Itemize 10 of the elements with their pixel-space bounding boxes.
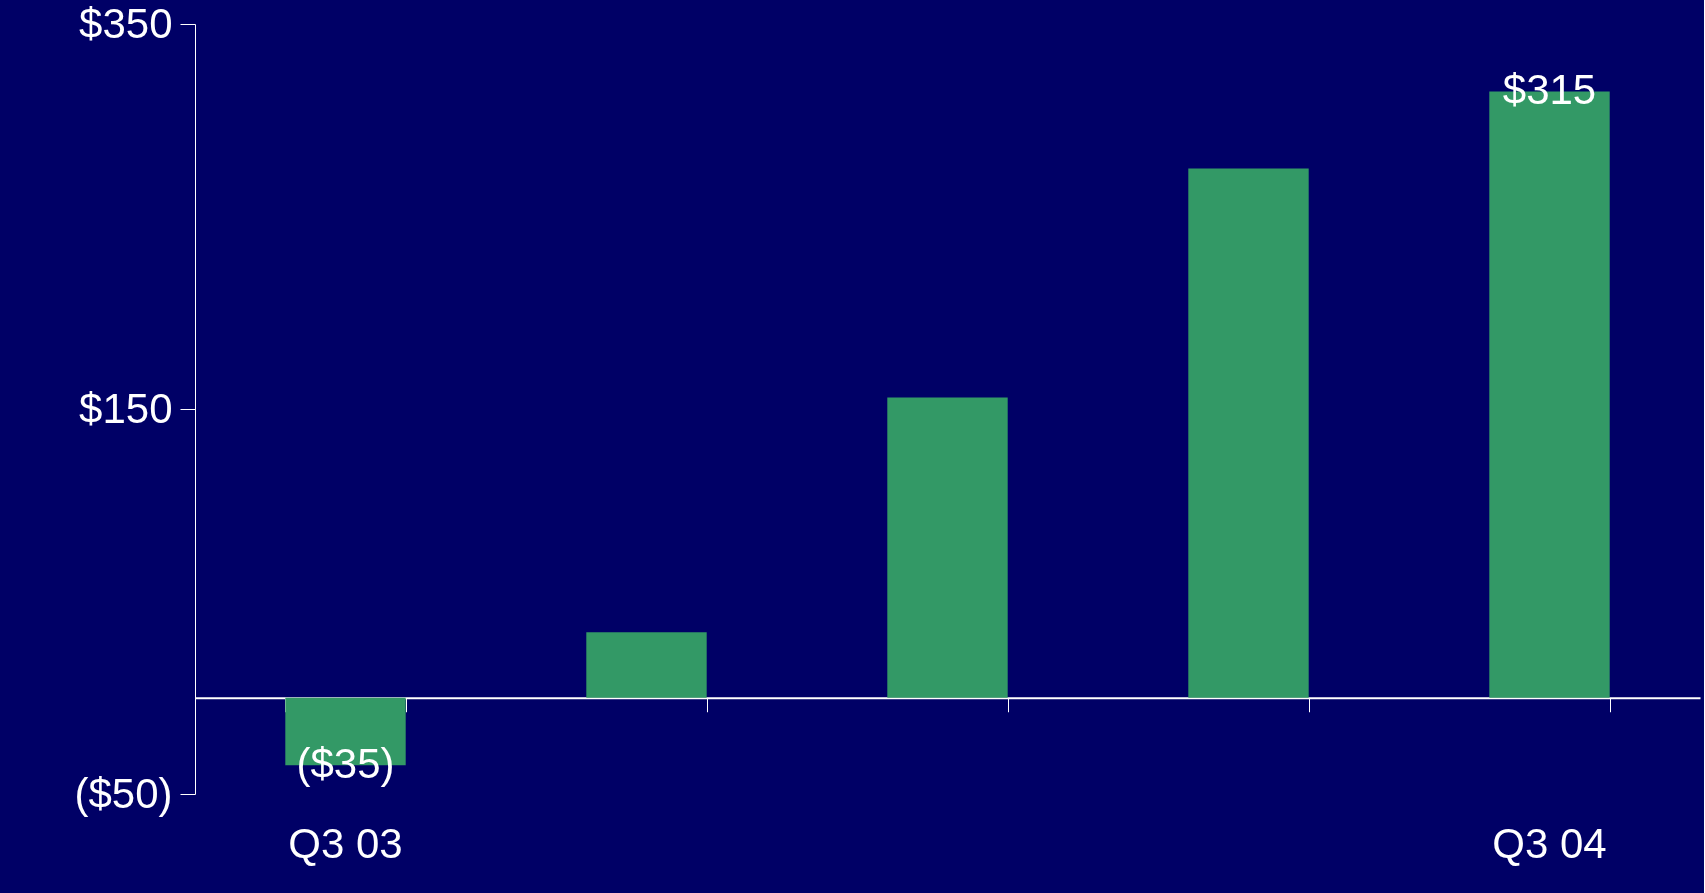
x-tick-label: Q3 04 [1492, 819, 1607, 867]
data-label: ($35) [296, 740, 395, 788]
bar [1188, 168, 1309, 698]
bar [586, 632, 707, 698]
x-tick-label: Q3 03 [288, 819, 403, 867]
y-tick-label: ($50) [74, 769, 173, 817]
data-label: $315 [1502, 66, 1597, 114]
bar [887, 397, 1008, 698]
y-tick-label: $350 [79, 0, 173, 47]
y-tick-label: $150 [79, 384, 173, 432]
